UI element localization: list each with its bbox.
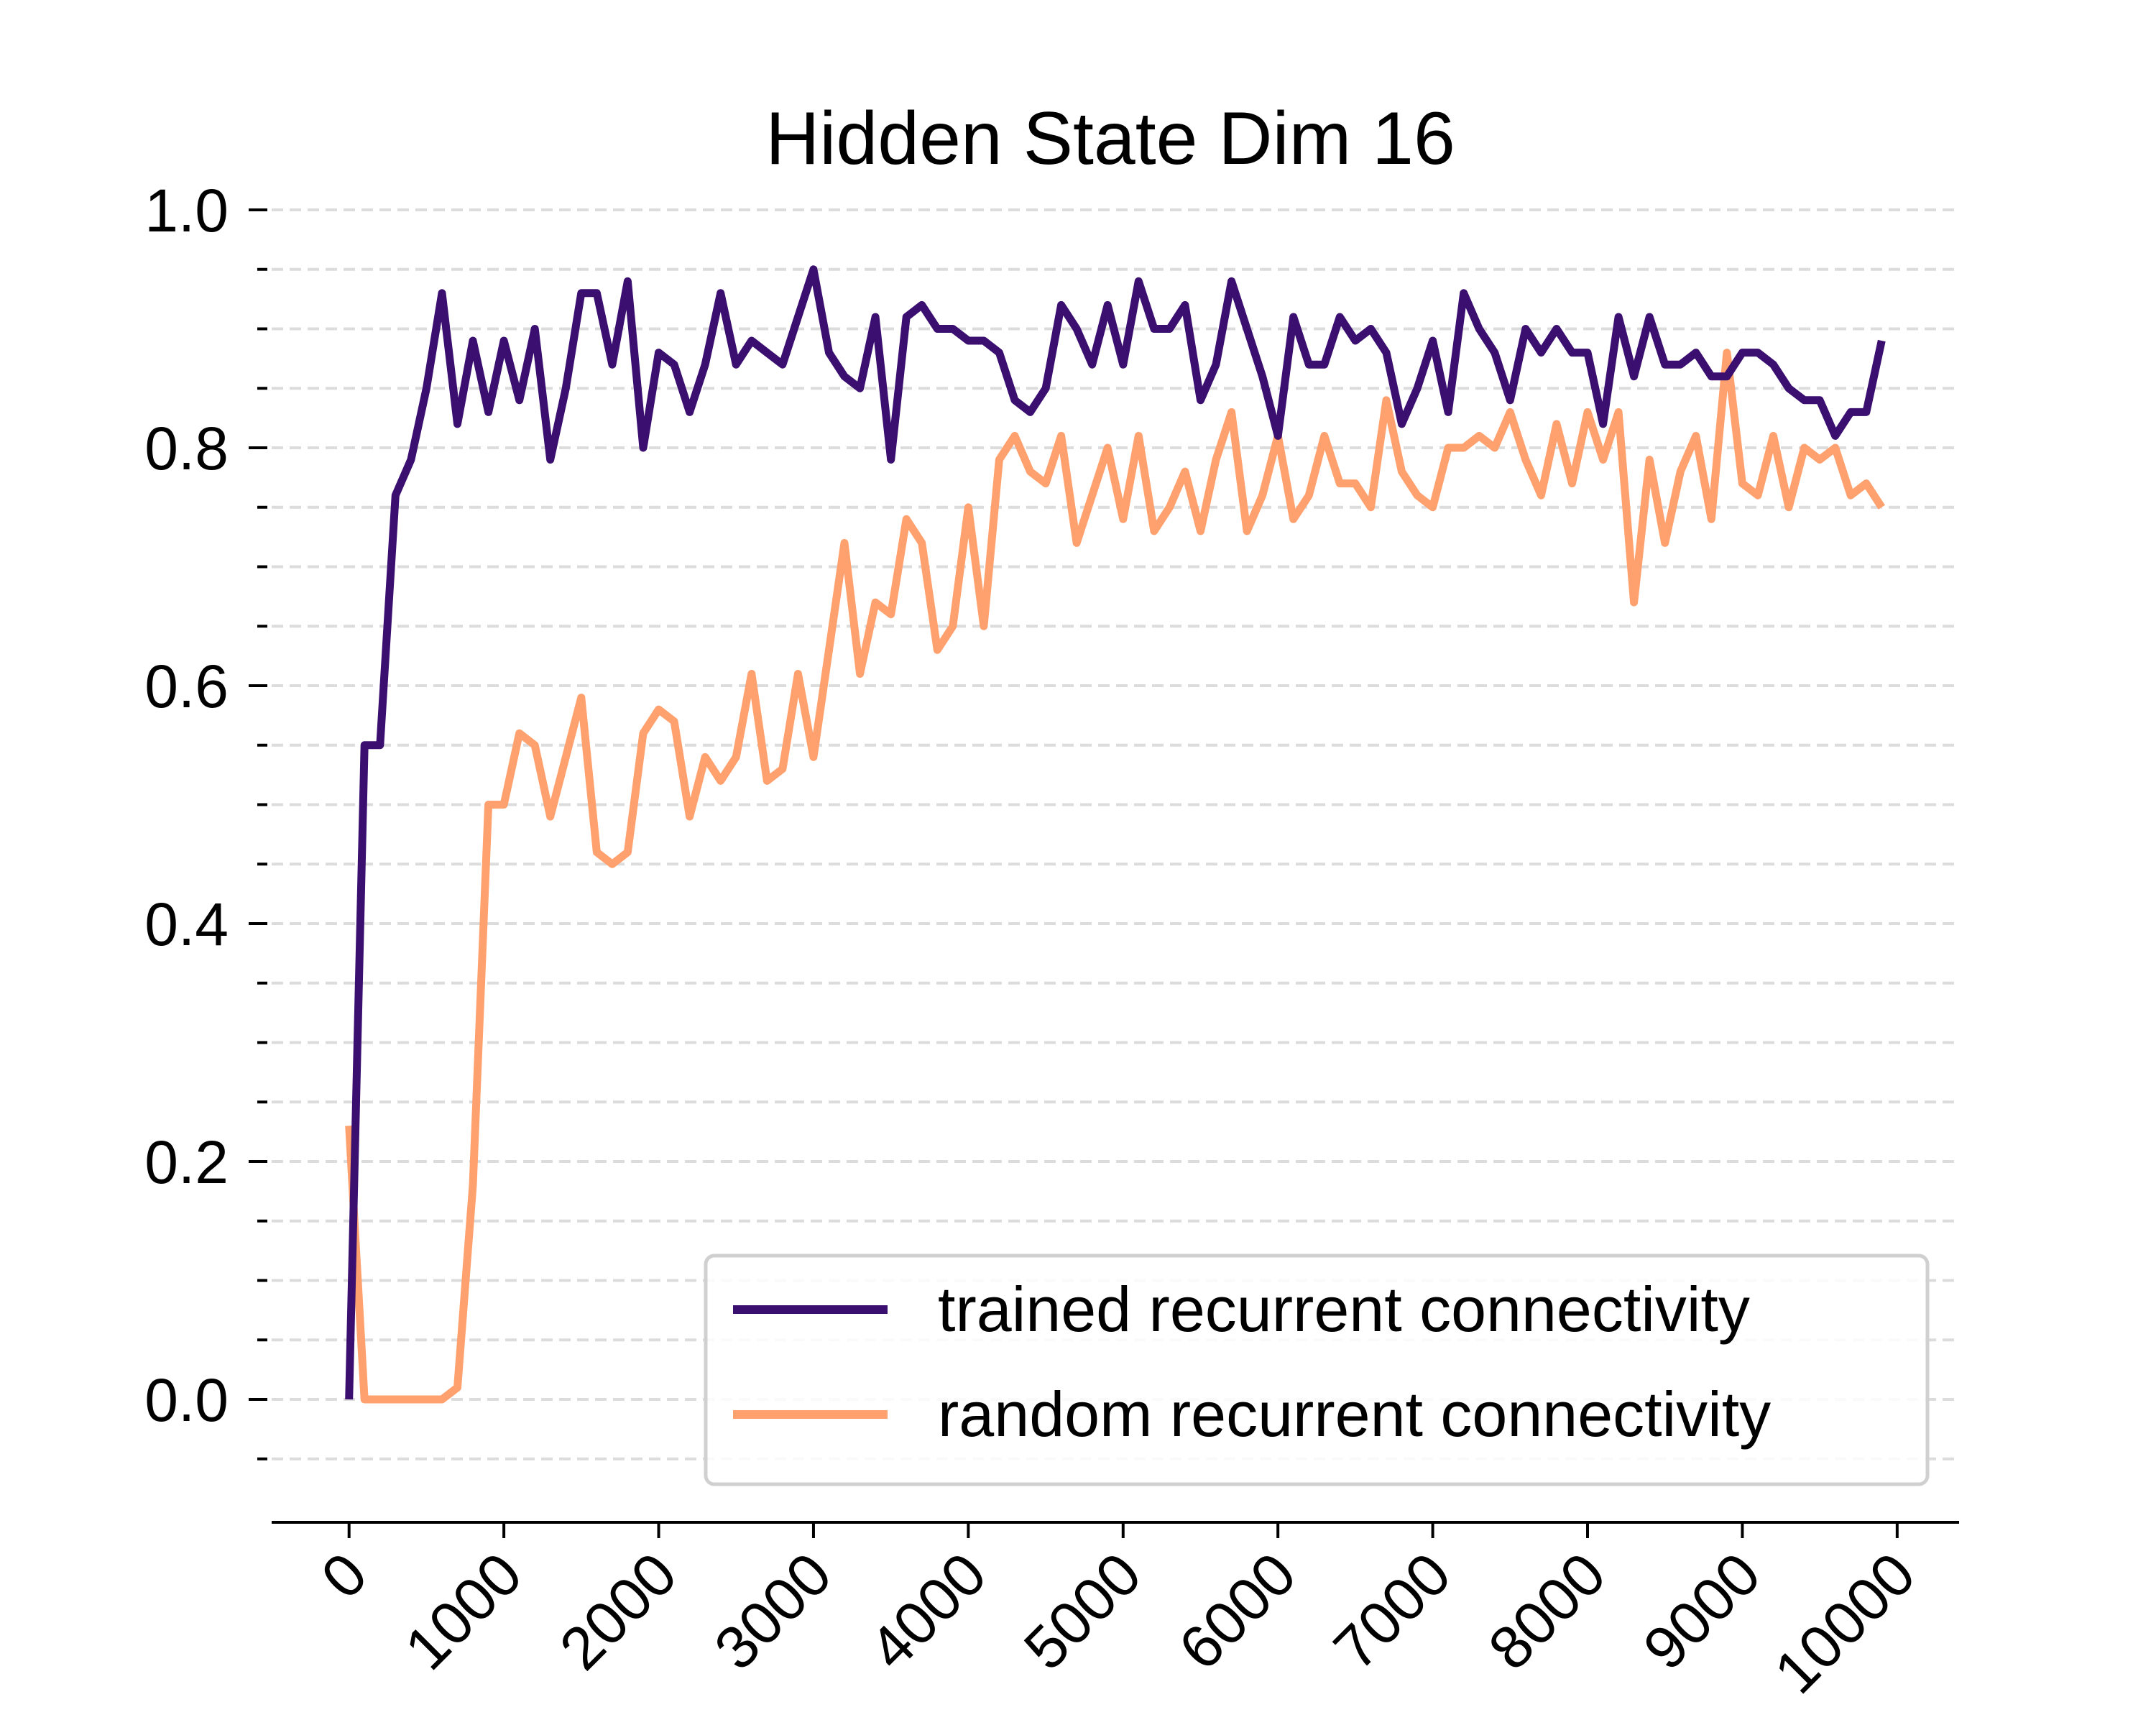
y-tick-label: 0.2 bbox=[144, 1128, 229, 1196]
y-tick-label: 0.8 bbox=[144, 415, 229, 482]
y-tick-label: 0.4 bbox=[144, 891, 229, 958]
legend-label-random: random recurrent connectivity bbox=[938, 1379, 1771, 1450]
legend: trained recurrent connectivity random rec… bbox=[704, 1254, 1930, 1486]
series-random-line bbox=[345, 349, 1885, 1404]
chart-title: Hidden State Dim 16 bbox=[765, 97, 1455, 180]
series-layer bbox=[345, 265, 1886, 1404]
legend-label-trained: trained recurrent connectivity bbox=[938, 1274, 1750, 1345]
legend-box bbox=[704, 1254, 1930, 1486]
y-tick-label: 0.0 bbox=[144, 1366, 229, 1434]
y-tick-label: 0.6 bbox=[144, 653, 229, 720]
y-tick-label: 1.0 bbox=[144, 177, 229, 244]
series-trained-line bbox=[345, 265, 1886, 1400]
